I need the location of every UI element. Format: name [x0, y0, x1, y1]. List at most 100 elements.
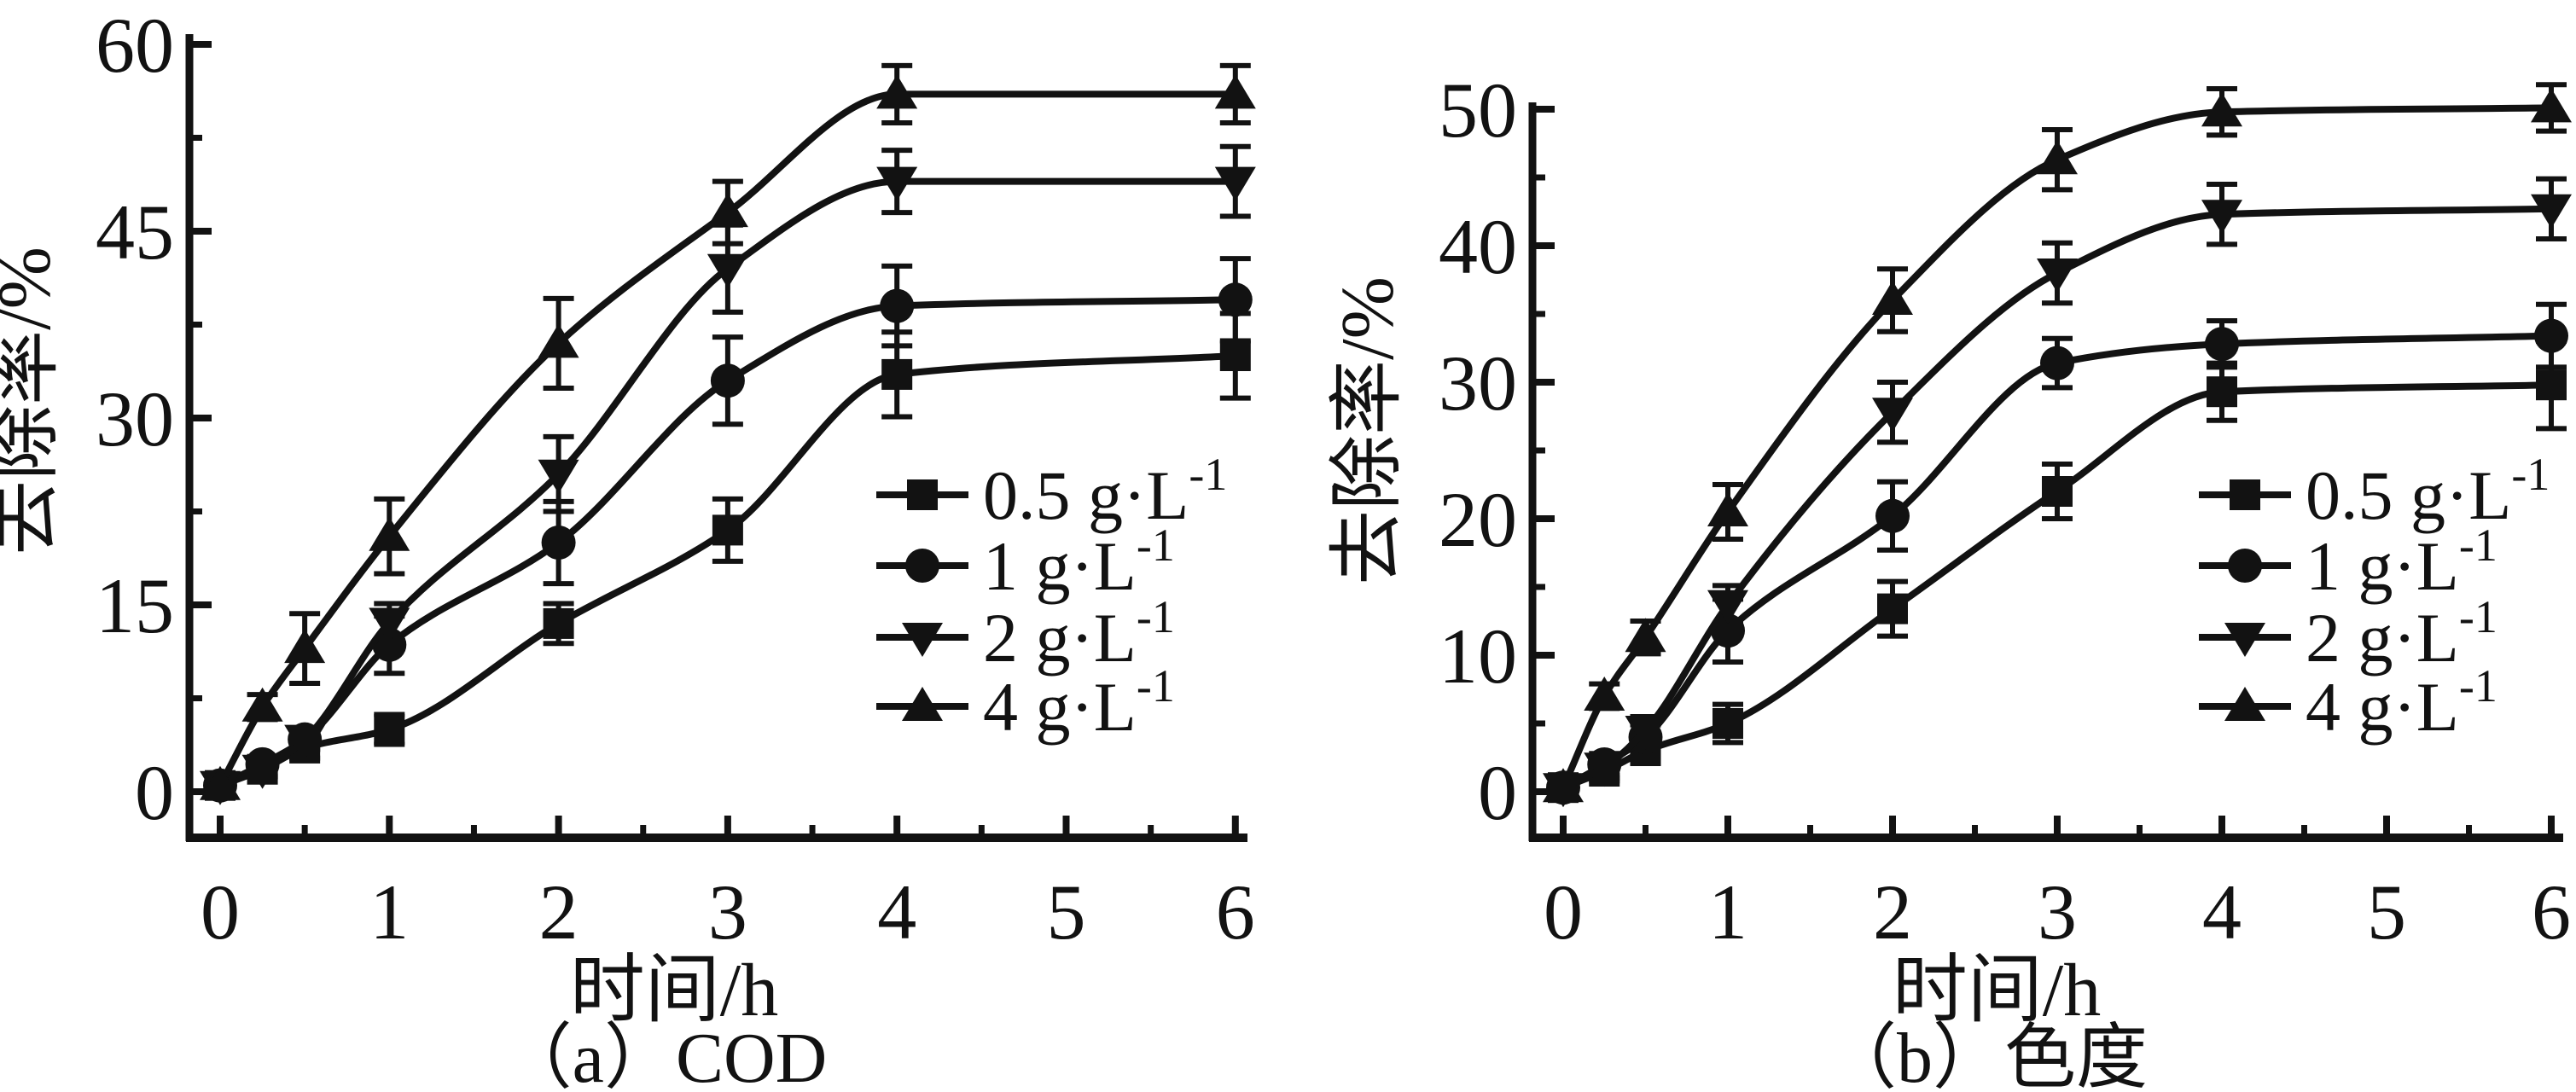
marker-square [712, 514, 743, 546]
marker-square [881, 358, 913, 390]
marker-triangle-up [284, 629, 326, 664]
legend-marker-triangle-down [2224, 623, 2265, 657]
marker-square [1877, 593, 1908, 624]
legend-item: 2 g·L-1 [2199, 591, 2497, 677]
marker-circle [880, 288, 915, 323]
marker-square [2207, 376, 2237, 408]
x-tick-label: 4 [2202, 868, 2242, 956]
y-tick-label: 40 [1439, 203, 1517, 290]
marker-triangle-down [1214, 166, 1256, 201]
marker-triangle-down [2201, 200, 2242, 235]
y-tick-label: 30 [96, 375, 174, 462]
marker-triangle-up [876, 74, 918, 109]
series-triangle-down [200, 143, 1256, 805]
marker-triangle-down [2037, 258, 2078, 293]
series-triangle-up [1543, 82, 2572, 803]
y-tick-label: 30 [1439, 340, 1517, 427]
y-tick-label: 0 [1478, 749, 1517, 836]
x-tick-label: 2 [539, 868, 579, 956]
caption-a: （a）COD [501, 1019, 828, 1092]
x-tick-label: 0 [201, 868, 240, 956]
y-tick-label: 10 [1439, 613, 1517, 700]
x-axis-label-b: 时间/h [1893, 950, 2101, 1032]
legend-item: 1 g·L-1 [876, 520, 1175, 605]
marker-square [1712, 708, 1743, 739]
marker-square [374, 714, 405, 745]
marker-triangle-up [1543, 768, 1584, 803]
x-tick-label: 5 [1047, 868, 1086, 956]
legend-marker-circle [905, 549, 939, 583]
marker-triangle-down [538, 459, 579, 494]
marker-triangle-up [241, 687, 283, 722]
marker-triangle-up [1584, 677, 1625, 711]
marker-square [2042, 476, 2073, 507]
legend-item: 1 g·L-1 [2199, 520, 2497, 605]
marker-triangle-up [707, 193, 748, 228]
marker-square [543, 607, 574, 639]
legend-marker-circle [2228, 549, 2262, 583]
legend-label: 4 g·L-1 [983, 660, 1175, 746]
y-axis-label-b: 去除率/% [1327, 276, 1410, 585]
marker-triangle-down [707, 253, 748, 288]
marker-triangle-down [2531, 194, 2572, 229]
x-tick-label: 4 [877, 868, 916, 956]
legend-item: 0.5 g·L-1 [876, 449, 1227, 534]
marker-triangle-down [1625, 716, 1666, 750]
legend-label: 4 g·L-1 [2306, 660, 2497, 746]
y-tick-label: 0 [135, 749, 174, 836]
marker-triangle-down [241, 754, 283, 789]
x-tick-label: 0 [1544, 868, 1583, 956]
marker-triangle-down [876, 166, 918, 201]
marker-circle [2040, 346, 2074, 380]
chart-panel-b: 0 10 20 30 40 50 0 1 2 3 4 5 6 0.5 g·L-11 g·L-12 g·L-… [1439, 67, 2572, 956]
marker-triangle-up [369, 516, 410, 551]
marker-triangle-down [284, 724, 326, 759]
x-tick-label: 6 [1216, 868, 1255, 956]
marker-triangle-up [1214, 74, 1256, 109]
x-tick-label: 1 [369, 868, 409, 956]
y-axis-label-a: 去除率/% [0, 247, 67, 555]
marker-triangle-down [1872, 398, 1913, 433]
legend-marker-triangle-down [902, 623, 943, 657]
y-tick-label: 20 [1439, 476, 1517, 563]
x-tick-label: 3 [708, 868, 747, 956]
legend-label: 0.5 g·L-1 [2306, 449, 2550, 534]
legend-label: 0.5 g·L-1 [983, 449, 1227, 534]
legend-item: 0.5 g·L-1 [2199, 449, 2550, 534]
marker-circle [1875, 498, 1910, 533]
caption-b: （b）色度 [1825, 1019, 2148, 1092]
y-tick-label: 60 [96, 2, 174, 89]
marker-triangle-down [1584, 752, 1625, 787]
marker-triangle-up [200, 765, 241, 800]
marker-circle [2205, 327, 2239, 362]
marker-square [2536, 369, 2567, 401]
marker-circle [710, 363, 745, 398]
legend-item: 2 g·L-1 [876, 591, 1175, 677]
legend-label: 1 g·L-1 [2306, 520, 2497, 605]
marker-triangle-up [1872, 281, 1913, 315]
y-tick-label: 50 [1439, 67, 1517, 154]
marker-triangle-up [1707, 492, 1748, 526]
marker-triangle-up [2037, 140, 2078, 175]
marker-triangle-up [2201, 92, 2242, 127]
x-axis-label-a: 时间/h [570, 950, 778, 1032]
series-triangle-up [200, 62, 1256, 800]
marker-triangle-down [369, 607, 410, 642]
y-tick-label: 15 [96, 562, 174, 649]
marker-circle [2534, 318, 2568, 353]
marker-triangle-down [1707, 590, 1748, 624]
marker-circle [1218, 282, 1253, 317]
legend-marker-triangle-up [2224, 687, 2265, 721]
legend-marker-square [2230, 479, 2260, 510]
marker-circle [541, 526, 576, 560]
marker-triangle-up [538, 323, 579, 358]
marker-square [1219, 340, 1251, 371]
x-tick-label: 3 [2038, 868, 2077, 956]
legend: 0.5 g·L-11 g·L-12 g·L-14 g·L-1 [876, 449, 1227, 746]
legend-marker-square [907, 479, 938, 510]
x-tick-label: 2 [1873, 868, 1912, 956]
legend-item: 4 g·L-1 [2199, 660, 2497, 746]
y-tick-label: 45 [96, 189, 174, 276]
legend-marker-triangle-up [902, 687, 943, 721]
